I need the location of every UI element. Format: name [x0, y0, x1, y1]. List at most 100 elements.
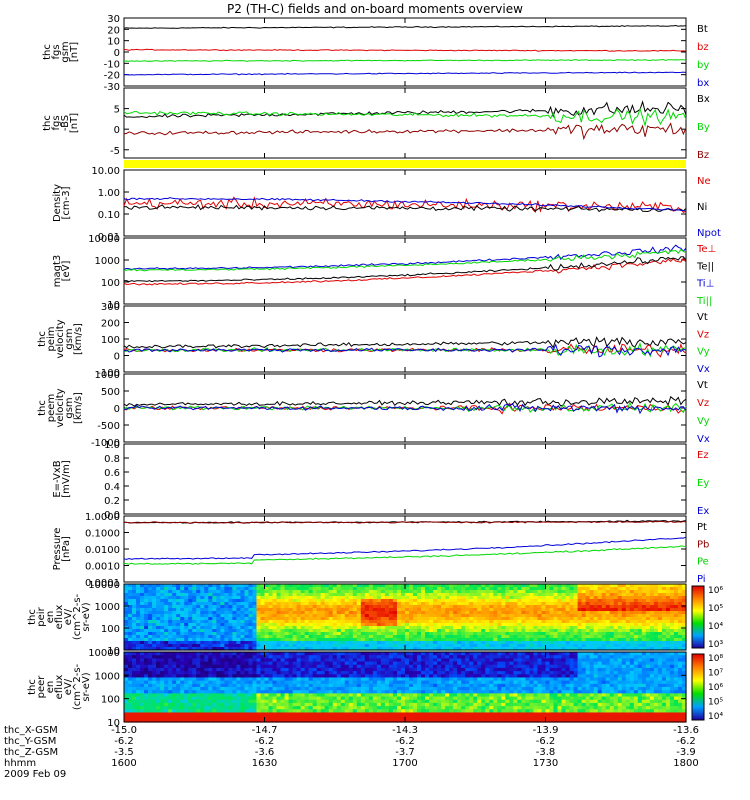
spectrogram-cell — [392, 667, 398, 672]
spectrogram-cell — [184, 593, 189, 597]
spectrogram-cell — [176, 620, 181, 624]
spectrogram-cell — [581, 584, 587, 588]
spectrogram-cell — [268, 644, 274, 648]
spectrogram-cell — [561, 611, 567, 615]
spectrogram-cell — [517, 596, 523, 600]
spectrogram-cell — [376, 702, 382, 707]
spectrogram-cell — [601, 608, 607, 612]
spectrogram-cell — [441, 596, 446, 600]
spectrogram-cell — [296, 614, 302, 618]
spectrogram-cell — [332, 655, 338, 659]
spectrogram-cell — [376, 593, 382, 597]
spectrogram-cell — [625, 638, 631, 642]
spectrogram-cell — [192, 687, 197, 691]
spectrogram-cell — [248, 690, 254, 694]
spectrogram-cell — [633, 611, 639, 615]
spectrogram-cell — [421, 644, 426, 648]
spectrogram-cell — [413, 626, 418, 630]
spectrogram-cell — [164, 652, 169, 656]
spectrogram-cell — [232, 584, 237, 588]
spectrogram-cell — [220, 696, 225, 701]
spectrogram-cell — [300, 623, 306, 627]
spectrogram-cell — [188, 671, 193, 675]
spectrogram-cell — [545, 638, 551, 642]
spectrogram-cell — [348, 632, 354, 636]
spectrogram-cell — [573, 614, 579, 618]
spectrogram-cell — [553, 593, 559, 597]
spectrogram-cell — [348, 718, 354, 723]
spectrogram-cell — [437, 593, 442, 597]
spectrogram-cell — [236, 652, 242, 656]
spectrogram-cell — [597, 602, 603, 606]
spectrogram-cell — [284, 590, 290, 594]
spectrogram-cell — [396, 658, 402, 663]
spectrogram-cell — [613, 647, 619, 651]
spectrogram-cell — [148, 718, 153, 723]
spectrogram-cell — [429, 623, 434, 627]
spectrogram-cell — [180, 635, 185, 639]
spectrogram-cell — [637, 593, 643, 597]
spectrogram-cell — [280, 664, 286, 669]
spectrogram-cell — [589, 611, 595, 615]
spectrogram-cell — [288, 617, 294, 621]
spectrogram-cell — [561, 614, 567, 618]
spectrogram-cell — [364, 687, 370, 691]
spectrogram-cell — [228, 706, 233, 710]
spectrogram-cell — [388, 632, 394, 636]
spectrogram-cell — [557, 611, 563, 615]
spectrogram-cell — [304, 593, 310, 597]
spectrogram-cell — [609, 623, 615, 627]
spectrogram-cell — [649, 614, 655, 618]
spectrogram-cell — [320, 632, 326, 636]
y-axis-label: Density[cm-3] — [52, 184, 72, 222]
spectrogram-cell — [441, 638, 446, 642]
spectrogram-cell — [168, 605, 173, 609]
spectrogram-cell — [140, 605, 145, 609]
spectrogram-cell — [481, 590, 486, 594]
spectrogram-cell — [296, 626, 302, 630]
spectrogram-cell — [188, 658, 193, 663]
spectrogram-cell — [641, 602, 647, 606]
spectrogram-cell — [220, 584, 225, 588]
spectrogram-cell — [124, 652, 129, 656]
spectrogram-cell — [244, 596, 250, 600]
spectrogram-cell — [172, 696, 177, 701]
spectrogram-cell — [284, 608, 290, 612]
spectrogram-cell — [176, 611, 181, 615]
spectrogram-cell — [188, 647, 193, 651]
spectrogram-cell — [485, 602, 490, 606]
spectrogram-cell — [248, 584, 254, 588]
spectrogram-cell — [328, 602, 334, 606]
spectrogram-cell — [168, 587, 173, 591]
spectrogram-cell — [400, 602, 406, 606]
spectrogram-cell — [364, 702, 370, 707]
spectrogram-cell — [557, 587, 563, 591]
spectrogram-cell — [585, 593, 591, 597]
spectrogram-cell — [312, 702, 318, 707]
spectrogram-cell — [481, 632, 486, 636]
spectrogram-cell — [425, 590, 430, 594]
spectrogram-cell — [164, 655, 169, 659]
spectrogram-cell — [236, 647, 242, 651]
spectrogram-cell — [144, 690, 149, 694]
spectrogram-cell — [224, 674, 229, 679]
spectrogram-cell — [152, 635, 157, 639]
spectrogram-cell — [465, 584, 470, 588]
spectrogram-cell — [324, 661, 330, 666]
spectrogram-cell — [425, 596, 430, 600]
spectrogram-cell — [449, 614, 454, 618]
spectrogram-cell — [340, 599, 346, 603]
spectrogram-cell — [292, 690, 298, 694]
spectrogram-cell — [316, 647, 322, 651]
spectrogram-cell — [260, 718, 266, 723]
spectrogram-cell — [465, 635, 470, 639]
spectrogram-cell — [405, 671, 410, 675]
spectrogram-cell — [589, 590, 595, 594]
spectrogram-cell — [308, 593, 314, 597]
spectrogram-cell — [268, 709, 274, 714]
spectrogram-cell — [252, 629, 258, 633]
spectrogram-cell — [184, 626, 189, 630]
series-line-Ti⊥ — [123, 244, 687, 271]
spectrogram-cell — [192, 667, 197, 672]
